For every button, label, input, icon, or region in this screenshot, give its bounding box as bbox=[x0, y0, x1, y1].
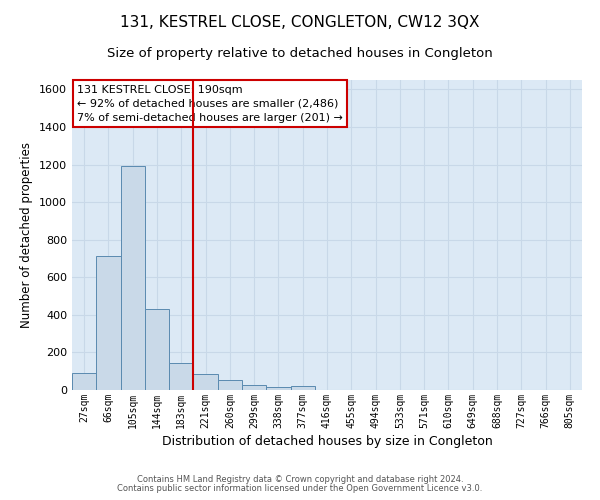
Bar bbox=[218, 380, 242, 390]
Bar bbox=[169, 363, 193, 390]
Y-axis label: Number of detached properties: Number of detached properties bbox=[20, 142, 34, 328]
Bar bbox=[242, 386, 266, 390]
Bar bbox=[145, 309, 169, 390]
Text: Contains HM Land Registry data © Crown copyright and database right 2024.: Contains HM Land Registry data © Crown c… bbox=[137, 475, 463, 484]
Bar bbox=[266, 387, 290, 390]
Text: 131 KESTREL CLOSE: 190sqm
← 92% of detached houses are smaller (2,486)
7% of sem: 131 KESTREL CLOSE: 190sqm ← 92% of detac… bbox=[77, 84, 343, 122]
Bar bbox=[121, 166, 145, 390]
Text: Contains public sector information licensed under the Open Government Licence v3: Contains public sector information licen… bbox=[118, 484, 482, 493]
X-axis label: Distribution of detached houses by size in Congleton: Distribution of detached houses by size … bbox=[161, 435, 493, 448]
Bar bbox=[96, 256, 121, 390]
Bar bbox=[193, 374, 218, 390]
Text: Size of property relative to detached houses in Congleton: Size of property relative to detached ho… bbox=[107, 48, 493, 60]
Text: 131, KESTREL CLOSE, CONGLETON, CW12 3QX: 131, KESTREL CLOSE, CONGLETON, CW12 3QX bbox=[120, 15, 480, 30]
Bar bbox=[72, 373, 96, 390]
Bar bbox=[290, 386, 315, 390]
